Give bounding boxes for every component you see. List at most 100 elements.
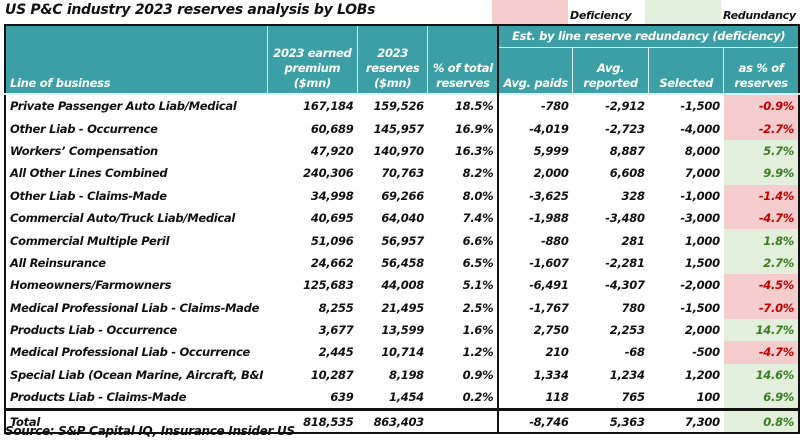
cell-avg-paids: -1,767 (529, 300, 569, 315)
cell-selected: -3,000 (680, 211, 720, 226)
cell-earned-premium: 240,306 (303, 166, 354, 181)
cell-pct-reserves: 5.7% (723, 139, 799, 163)
cell-earned-premium: 818,535 (267, 408, 358, 434)
cell-selected: -2,000 (680, 278, 720, 293)
cell-pct-total-reserves: 5.1% (427, 274, 500, 297)
cell-reserves: 140,970 (373, 143, 425, 158)
cell-avg-reported: 8,887 (609, 143, 645, 158)
cell-earned-premium: 24,662 (310, 255, 354, 270)
cell-selected: -1,500 (680, 99, 720, 114)
header-avg-paids: Avg. paids (497, 47, 574, 94)
cell-pct-reserves: -7.0% (723, 296, 799, 319)
cell-selected: 1,200 (684, 367, 720, 382)
cell-selected: -500 (692, 345, 720, 360)
header-reserves: 2023 reserves ($mn) (356, 25, 429, 94)
cell-reserves: 8,198 (389, 367, 424, 382)
cell-avg-reported: 281 (621, 233, 645, 248)
cell-reserves: 69,266 (381, 188, 424, 203)
cell-pct-total-reserves: 8.2% (427, 162, 500, 185)
cell-pct-reserves: 9.9% (723, 162, 799, 185)
cell-avg-reported: -2,281 (605, 255, 645, 270)
table-row: All Other Lines Combined 240,306 70,763 8.2… (5, 162, 799, 185)
cell-pct-total-reserves: 16.3% (427, 139, 500, 163)
cell-avg-paids: 5,999 (533, 143, 569, 158)
table-row: Private Passenger Auto Liab/Medical 167,1… (5, 94, 799, 118)
cell-selected: -4,000 (680, 121, 720, 136)
table-row: Products Liab - Occurrence 3,677 13,599 1.6… (5, 318, 799, 342)
cell-avg-reported: 5,363 (572, 408, 649, 434)
cell-line-of-business: All Other Lines Combined (10, 166, 168, 181)
cell-line-of-business: Other Liab - Claims-Made (10, 188, 167, 203)
header-pct-total-reserves: % of total reserves (427, 25, 500, 94)
cell-reserves: 56,458 (381, 255, 424, 270)
cell-line-of-business: Commercial Auto/Truck Liab/Medical (10, 211, 236, 226)
cell-pct-total-reserves: 6.6% (427, 229, 500, 252)
cell-pct-total-reserves: 8.0% (427, 184, 500, 207)
legend-redundancy-swatch (645, 0, 721, 24)
cell-pct-reserves: 14.6% (723, 363, 799, 387)
table-row: Other Liab - Claims-Made 34,998 69,266 8.0%… (5, 184, 799, 207)
cell-earned-premium: 8,255 (318, 300, 354, 315)
cell-avg-reported: 780 (621, 300, 645, 315)
cell-line-of-business: Total (5, 408, 268, 434)
cell-pct-total-reserves: 0.9% (427, 363, 500, 387)
cell-avg-reported: -2,912 (605, 99, 645, 114)
cell-earned-premium: 34,998 (310, 188, 354, 203)
cell-selected: 100 (696, 390, 720, 405)
cell-line-of-business: Medical Professional Liab - Claims-Made (10, 300, 260, 315)
cell-avg-paids: 1,334 (533, 367, 569, 382)
table-row: Other Liab - Occurrence 60,689 145,957 16.9… (5, 117, 799, 140)
cell-avg-paids: -3,625 (529, 188, 569, 203)
cell-avg-reported: -3,480 (605, 211, 645, 226)
cell-earned-premium: 10,287 (310, 367, 354, 382)
cell-line-of-business: All Reinsurance (10, 255, 106, 270)
cell-pct-total-reserves: 1.2% (427, 341, 500, 364)
cell-reserves: 56,957 (381, 233, 424, 248)
cell-line-of-business: Private Passenger Auto Liab/Medical (10, 99, 237, 114)
cell-avg-paids: -780 (540, 99, 569, 114)
cell-reserves: 863,403 (357, 408, 428, 434)
cell-line-of-business: Workers’ Compensation (10, 143, 158, 158)
source-note: Source: S&P Capital IQ, Insurance Inside… (5, 424, 295, 438)
cell-line-of-business: Homeowners/Farmowners (10, 278, 172, 293)
cell-line-of-business: Commercial Multiple Peril (10, 233, 170, 248)
cell-pct-total-reserves: 2.5% (427, 296, 500, 319)
legend-deficiency-swatch (492, 0, 568, 24)
cell-reserves: 21,495 (381, 300, 424, 315)
cell-avg-paids: 2,000 (533, 166, 569, 181)
header-line-of-business: Line of business (5, 25, 268, 94)
cell-avg-paids: 210 (545, 345, 569, 360)
cell-line-of-business: Special Liab (Ocean Marine, Aircraft, B&… (10, 367, 264, 382)
cell-pct-total-reserves (427, 408, 500, 434)
legend-deficiency-label: Deficiency (570, 9, 632, 22)
cell-reserves: 70,763 (381, 166, 424, 181)
cell-reserves: 13,599 (381, 323, 424, 338)
cell-earned-premium: 3,677 (318, 323, 354, 338)
table-title: US P&C industry 2023 reserves analysis b… (5, 2, 376, 18)
cell-reserves: 64,040 (381, 211, 424, 226)
cell-avg-paids: -880 (540, 233, 569, 248)
cell-line-of-business: Products Liab - Occurrence (10, 323, 178, 338)
cell-line-of-business: Products Liab - Claims-Made (10, 390, 187, 405)
cell-pct-total-reserves: 16.9% (427, 117, 500, 140)
cell-avg-paids: -4,019 (529, 121, 569, 136)
cell-selected: 1,500 (684, 255, 720, 270)
cell-selected: 1,000 (684, 233, 720, 248)
cell-pct-total-reserves: 18.5% (427, 94, 500, 118)
header-selected: Selected (648, 47, 725, 94)
cell-reserves: 1,454 (389, 390, 424, 405)
cell-selected: 7,300 (648, 408, 724, 434)
table-row: Special Liab (Ocean Marine, Aircraft, B&… (5, 363, 799, 387)
cell-avg-reported: -4,307 (605, 278, 645, 293)
cell-avg-paids: 2,750 (533, 323, 569, 338)
cell-avg-reported: 765 (621, 390, 645, 405)
total-row: Total 818,535 863,403 -8,746 5,363 7,300 0.8% (5, 408, 799, 434)
cell-avg-reported: -68 (624, 345, 645, 360)
cell-pct-reserves: 0.8% (723, 408, 799, 434)
table-row: Commercial Multiple Peril 51,096 56,957 6.6… (5, 229, 799, 252)
cell-avg-reported: 328 (621, 188, 645, 203)
header-group-redundancy: Est. by line reserve redundancy (deficie… (497, 25, 800, 48)
cell-earned-premium: 2,445 (318, 345, 354, 360)
header-earned-premium: 2023 earned premium ($mn) (266, 25, 358, 94)
cell-pct-reserves: -4.7% (723, 206, 799, 230)
